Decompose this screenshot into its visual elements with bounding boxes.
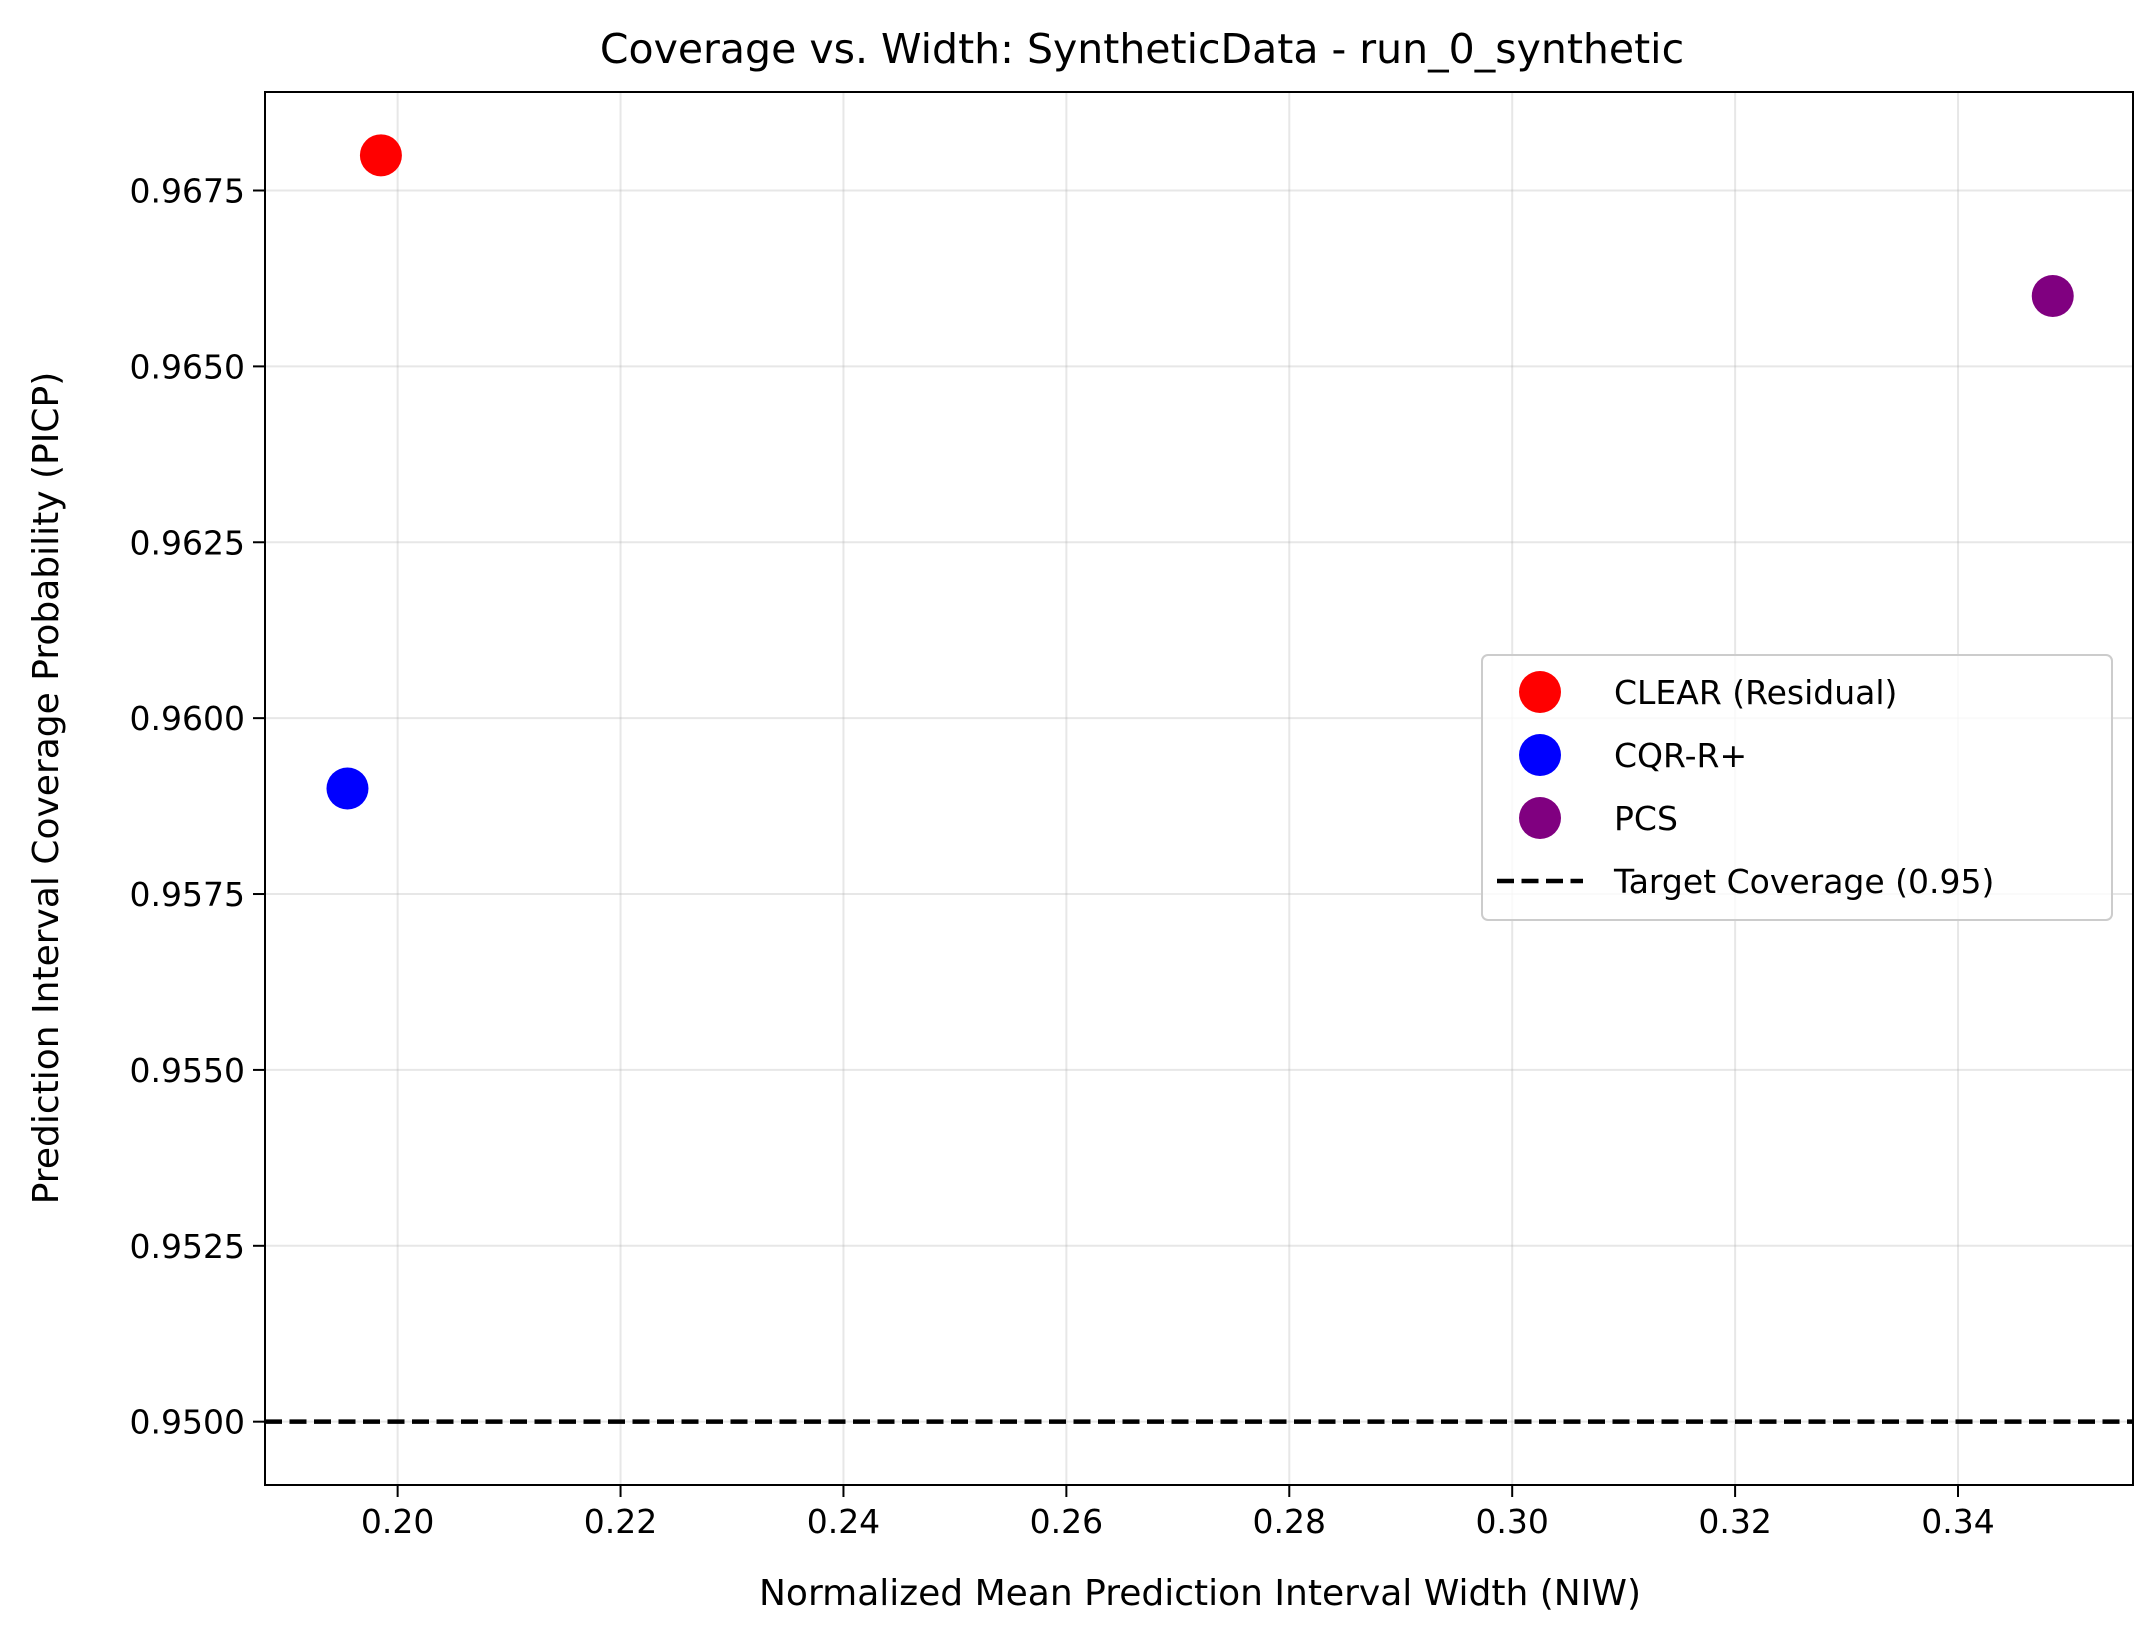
data-point bbox=[326, 767, 369, 810]
y-axis-title: Prediction Interval Coverage Probability… bbox=[26, 372, 67, 1205]
legend: CLEAR (Residual) CQR-R+ PCS Target Coverage… bbox=[1481, 654, 2113, 921]
x-tick-label: 0.24 bbox=[807, 1502, 880, 1541]
plot-area-frame bbox=[264, 91, 2134, 1486]
data-point bbox=[359, 134, 402, 177]
y-tick-label: 0.9525 bbox=[130, 1227, 245, 1266]
legend-label: Target Coverage (0.95) bbox=[1613, 862, 1994, 901]
y-axis-ticks: 0.9500 0.9525 0.9550 0.9575 0.9600 0.9625 0.96… bbox=[130, 171, 265, 1442]
y-tick-label: 0.9575 bbox=[130, 875, 245, 914]
x-axis-ticks: 0.20 0.22 0.24 0.26 0.28 0.30 0.32 0.34 bbox=[361, 1485, 1995, 1541]
legend-marker bbox=[1519, 671, 1561, 713]
legend-box bbox=[1481, 654, 2113, 921]
y-tick-label: 0.9550 bbox=[130, 1051, 245, 1090]
legend-marker bbox=[1519, 797, 1561, 839]
x-tick-label: 0.26 bbox=[1030, 1502, 1103, 1541]
x-tick-label: 0.32 bbox=[1698, 1502, 1771, 1541]
y-tick-label: 0.9650 bbox=[130, 347, 245, 386]
x-tick-label: 0.30 bbox=[1475, 1502, 1548, 1541]
y-tick-label: 0.9675 bbox=[130, 171, 245, 210]
data-points bbox=[326, 134, 2074, 810]
legend-label: CQR-R+ bbox=[1614, 736, 1747, 775]
x-tick-label: 0.20 bbox=[361, 1502, 434, 1541]
y-tick-label: 0.9600 bbox=[130, 699, 245, 738]
x-axis-title: Normalized Mean Prediction Interval Widt… bbox=[759, 1573, 1641, 1614]
x-tick-label: 0.28 bbox=[1253, 1502, 1326, 1541]
legend-marker bbox=[1519, 734, 1561, 776]
x-tick-label: 0.22 bbox=[584, 1502, 657, 1541]
data-point bbox=[2031, 275, 2074, 318]
legend-label: CLEAR (Residual) bbox=[1614, 673, 1897, 712]
y-tick-label: 0.9500 bbox=[130, 1403, 245, 1442]
legend-items: CLEAR (Residual) CQR-R+ PCS Target Coverage… bbox=[1497, 671, 1994, 901]
legend-label: PCS bbox=[1614, 799, 1678, 838]
grid-lines bbox=[265, 92, 2133, 1485]
x-tick-label: 0.34 bbox=[1921, 1502, 1994, 1541]
y-tick-label: 0.9625 bbox=[130, 523, 245, 562]
chart-title: Coverage vs. Width: SyntheticData - run_… bbox=[600, 25, 1684, 73]
